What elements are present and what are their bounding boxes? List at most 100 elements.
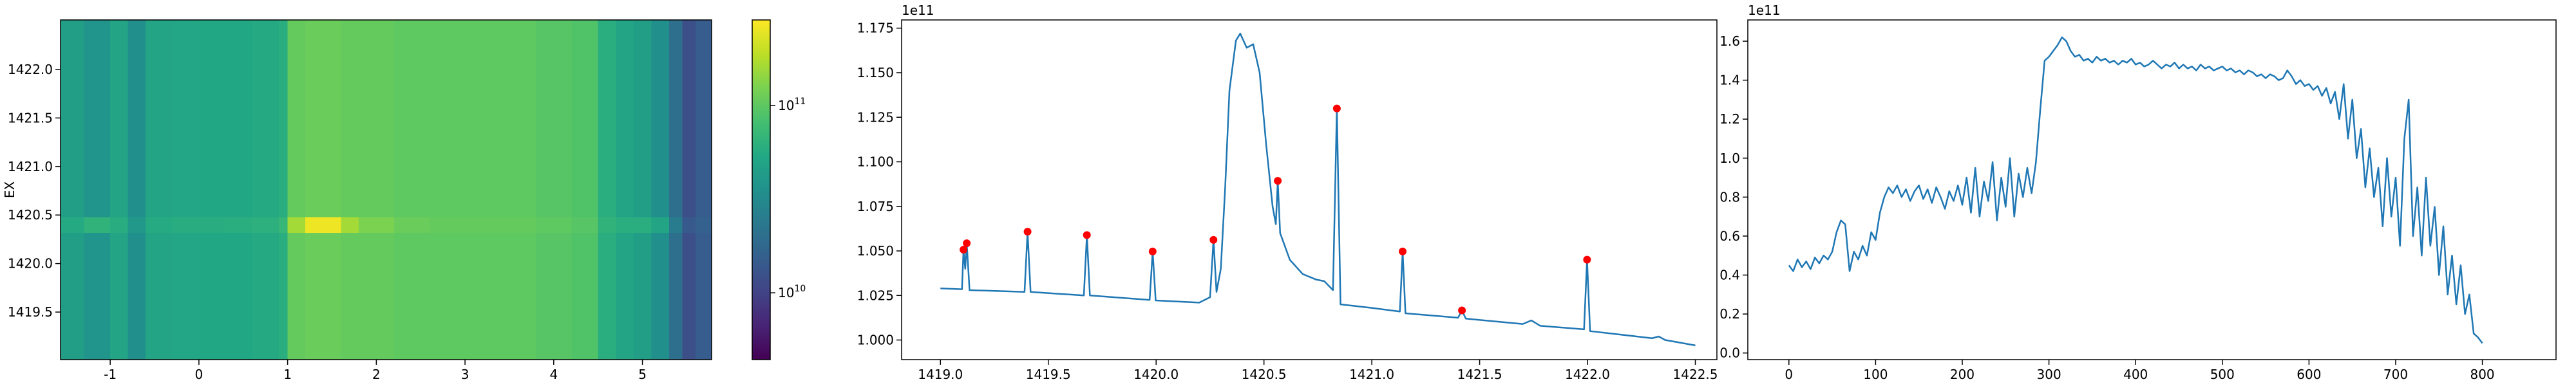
- heatmap-cell: [278, 217, 289, 233]
- colorbar-tick-base: 10: [778, 98, 794, 113]
- x-tick-label: 1420.5: [1242, 367, 1287, 382]
- x-tick-label: 1419.0: [918, 367, 963, 382]
- heatmap-cell: [128, 20, 146, 217]
- x-tick-label: 0: [1785, 367, 1793, 382]
- y-tick-label: 0.2: [1719, 306, 1740, 322]
- y-tick-label: 1421.5: [8, 110, 53, 125]
- y-tick-label: 1.150: [857, 65, 894, 80]
- heatmap-cell: [633, 232, 652, 360]
- peak-marker: [1332, 104, 1341, 113]
- x-tick-label: 700: [2383, 367, 2408, 382]
- x-tick-label: 400: [2123, 367, 2148, 382]
- y-offset-label: 1e11: [1748, 3, 1780, 18]
- heatmap-cell: [668, 20, 683, 217]
- y-tick-label: 1421.0: [8, 159, 53, 174]
- heatmap-cell: [465, 217, 501, 233]
- y-tick-label: 1.075: [857, 199, 894, 214]
- heatmap-cell: [252, 232, 279, 360]
- peak-marker: [1458, 306, 1466, 315]
- heatmap-cell: [536, 20, 572, 217]
- x-tick-label: 1422.0: [1565, 367, 1610, 382]
- heatmap-cell: [128, 232, 146, 360]
- heatmap-cell: [110, 232, 129, 360]
- peak-marker: [1083, 231, 1091, 239]
- heatmap-cell: [616, 232, 634, 360]
- heatmap-cell: [278, 232, 289, 360]
- heatmap-cell: [465, 20, 501, 217]
- colorbar-tick-label: 1010: [778, 284, 806, 300]
- heatmap-cell: [61, 217, 84, 233]
- heatmap-cell: [110, 20, 129, 217]
- heatmap-cell: [323, 20, 341, 217]
- y-tick-label: 1.125: [857, 109, 894, 125]
- x-tick-label: 500: [2210, 367, 2235, 382]
- heatmap-cell: [682, 20, 696, 217]
- x-tick-label: -1: [104, 367, 117, 382]
- y-tick-label: 1420.0: [8, 256, 53, 271]
- peak-marker: [963, 239, 971, 248]
- heatmap-cell: [172, 217, 200, 233]
- y-offset-label: 1e11: [902, 3, 934, 18]
- heatmap-cell: [252, 217, 279, 233]
- x-tick-label: 1421.0: [1349, 367, 1394, 382]
- heatmap-cell: [393, 217, 430, 233]
- x-tick-label: 3: [461, 367, 469, 382]
- heatmap-cell: [682, 232, 696, 360]
- heatmap-cell: [305, 20, 324, 217]
- heatmap-cell: [341, 217, 359, 233]
- heatmap-cell: [252, 20, 279, 217]
- y-tick-label: 0.0: [1719, 345, 1740, 361]
- y-tick-label: 1419.5: [8, 304, 53, 320]
- x-tick-label: 2: [372, 367, 381, 382]
- heatmap-cell: [598, 217, 616, 233]
- heatmap-cell: [598, 232, 616, 360]
- y-tick-label: 1.0: [1719, 151, 1740, 166]
- x-tick-label: 200: [1950, 367, 1975, 382]
- heatmap-cell: [305, 232, 324, 360]
- heatmap-cell: [393, 20, 430, 217]
- line: [1788, 36, 2483, 344]
- heatmap-cell: [598, 20, 616, 217]
- heatmap-cell: [393, 232, 430, 360]
- x-tick-label: 4: [549, 367, 558, 382]
- y-tick-label: 1.6: [1719, 33, 1740, 49]
- heatmap-cell: [198, 20, 226, 217]
- heatmap-cell: [146, 20, 173, 217]
- heatmap-cell: [668, 232, 683, 360]
- heatmap-cell: [358, 20, 395, 217]
- y-tick-label: 1.175: [857, 21, 894, 36]
- heatmap-cell: [651, 20, 670, 217]
- x-tick-label: 1422.5: [1673, 367, 1718, 382]
- heatmap-cell: [616, 20, 634, 217]
- heatmap-cell: [429, 20, 466, 217]
- heatmap-cell: [571, 217, 599, 233]
- heatmap-cell: [633, 217, 652, 233]
- heatmap-cell: [500, 20, 536, 217]
- colorbar: [752, 19, 771, 360]
- heatmap-cell: [287, 20, 306, 217]
- peak-marker: [960, 246, 968, 254]
- colorbar-tick-label: 1011: [778, 96, 806, 113]
- peak-marker: [1209, 235, 1218, 244]
- heatmap-cell: [341, 20, 359, 217]
- x-tick-label: 1420.0: [1133, 367, 1179, 382]
- heatmap-cell: [198, 217, 226, 233]
- peak-marker: [1583, 255, 1591, 264]
- heatmap-cell: [305, 217, 324, 233]
- axes-frame: [1747, 19, 2557, 360]
- y-tick-label: 1.050: [857, 243, 894, 259]
- heatmap-cell: [61, 232, 84, 360]
- heatmap-cell: [172, 232, 200, 360]
- heatmap-cell: [633, 20, 652, 217]
- heatmap-cell: [61, 20, 84, 217]
- heatmap-cell: [128, 217, 146, 233]
- y-tick-label: 1.2: [1719, 111, 1740, 127]
- x-tick-label: 600: [2297, 367, 2321, 382]
- colorbar-tick-exponent: 10: [794, 284, 806, 294]
- y-tick-label: 1.100: [857, 154, 894, 170]
- axes-frame: [60, 19, 712, 360]
- heatmap-cell: [278, 20, 289, 217]
- heatmap-cell: [682, 217, 696, 233]
- y-tick-label: 0.8: [1719, 189, 1740, 205]
